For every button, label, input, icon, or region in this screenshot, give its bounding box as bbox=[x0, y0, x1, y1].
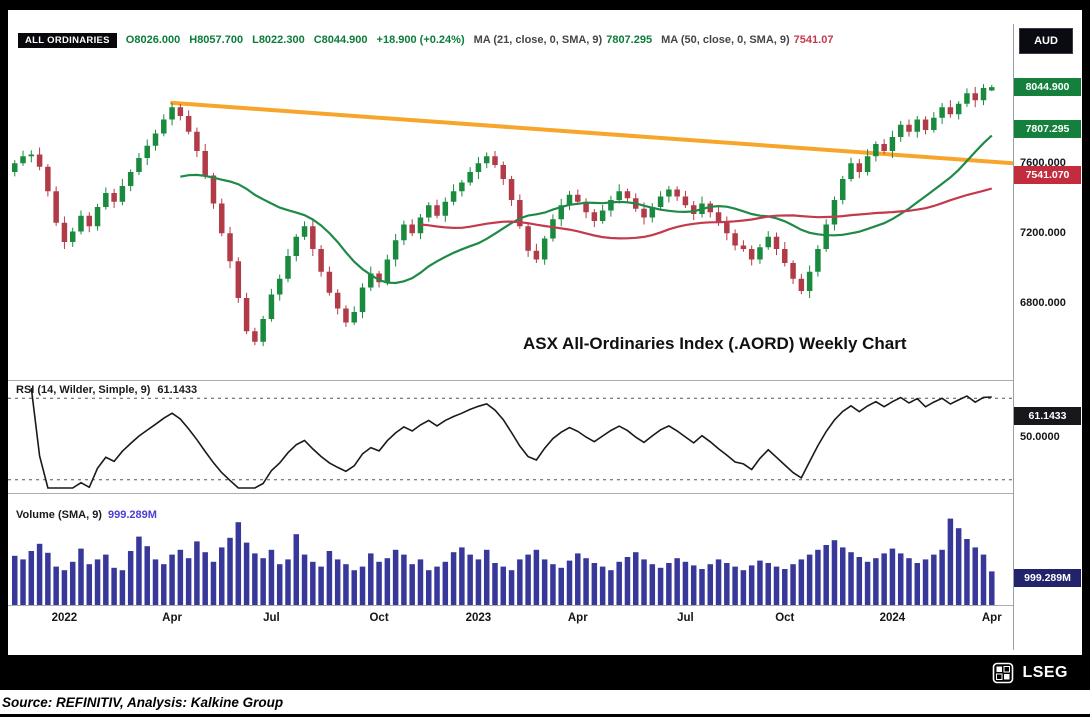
ma21-value: 7807.295 bbox=[606, 34, 653, 46]
x-axis-label: Apr bbox=[162, 612, 182, 624]
price-pane-chart[interactable] bbox=[8, 10, 1013, 380]
x-axis-label: Oct bbox=[775, 612, 795, 624]
lseg-logo-text: LSEG bbox=[1022, 663, 1068, 681]
ohlc-high: H8057.700 bbox=[189, 34, 243, 46]
ohlc-high-key: H bbox=[189, 34, 198, 46]
pane-separator bbox=[8, 605, 1013, 606]
x-axis: 2022 Apr Jul Oct 2023 Apr Jul Oct 2024 Apr bbox=[8, 610, 1013, 632]
ohlc-open: O8026.000 bbox=[126, 34, 180, 46]
lseg-logo-icon bbox=[993, 662, 1014, 683]
x-axis-label: 2024 bbox=[879, 612, 906, 624]
ohlc-close-key: C bbox=[313, 34, 322, 46]
price-scale-separator bbox=[1013, 24, 1014, 650]
x-axis-label: 2023 bbox=[465, 612, 492, 624]
volume-pane-chart[interactable] bbox=[8, 493, 1013, 605]
ohlc-low-value: 8022.300 bbox=[258, 34, 305, 46]
rsi-legend: RSI (14, Wilder, Simple, 9) 61.1433 bbox=[16, 384, 197, 396]
rsi-tick-50: 50.0000 bbox=[1020, 431, 1060, 443]
ma21-price-badge: 7807.295 bbox=[1014, 120, 1081, 138]
volume-label: Volume (SMA, 9) bbox=[16, 509, 102, 521]
ohlc-close-value: 8044.900 bbox=[321, 34, 368, 46]
x-axis-label: Apr bbox=[981, 612, 1002, 624]
rsi-pane-chart[interactable] bbox=[8, 380, 1013, 493]
ma50-legend: MA (50, close, 0, SMA, 9) 7541.07 bbox=[661, 34, 833, 46]
last-price-badge: 8044.900 bbox=[1014, 78, 1081, 96]
rsi-value-badge: 61.1433 bbox=[1014, 407, 1081, 425]
instrument-name: ALL ORDINARIES bbox=[18, 32, 117, 48]
x-axis-label: Oct bbox=[369, 612, 389, 624]
volume-value: 999.289M bbox=[107, 509, 157, 521]
ohlc-low-key: L bbox=[252, 34, 259, 46]
ohlc-close: C8044.900 bbox=[314, 34, 368, 46]
chart-window: ALL ORDINARIES O8026.000 H8057.700 L8022… bbox=[8, 10, 1082, 690]
currency-badge: AUD bbox=[1019, 28, 1073, 54]
rsi-label: RSI (14, Wilder, Simple, 9) bbox=[16, 384, 151, 396]
change-value: +18.900 (+0.24%) bbox=[376, 34, 465, 46]
ohlc-open-value: 8026.000 bbox=[134, 34, 181, 46]
x-axis-label: Apr bbox=[567, 612, 588, 624]
chart-annotation: ASX All-Ordinaries Index (.AORD) Weekly … bbox=[523, 334, 907, 353]
rsi-value: 61.1433 bbox=[157, 384, 198, 396]
x-axis-label: Jul bbox=[263, 612, 280, 624]
pane-separator bbox=[8, 493, 1013, 494]
ohlc-low: L8022.300 bbox=[252, 34, 305, 46]
volume-legend: Volume (SMA, 9) 999.289M bbox=[16, 509, 157, 521]
chart-legend: ALL ORDINARIES O8026.000 H8057.700 L8022… bbox=[18, 32, 833, 48]
source-strip: Source: REFINITIV, Analysis: Kalkine Gro… bbox=[0, 690, 1090, 714]
volume-value-badge: 999.289M bbox=[1014, 569, 1081, 587]
source-caption: Source: REFINITIV, Analysis: Kalkine Gro… bbox=[2, 694, 284, 710]
price-tick-6800: 6800.000 bbox=[1020, 297, 1066, 309]
ma50-price-badge: 7541.070 bbox=[1014, 166, 1081, 184]
ma21-legend: MA (21, close, 0, SMA, 9) 7807.295 bbox=[474, 34, 652, 46]
ohlc-high-value: 8057.700 bbox=[197, 34, 244, 46]
ma21-label: MA (21, close, 0, SMA, 9) bbox=[473, 34, 603, 46]
pane-separator bbox=[8, 380, 1013, 381]
x-axis-label: Jul bbox=[677, 612, 694, 624]
ohlc-open-key: O bbox=[125, 34, 135, 46]
ma50-value: 7541.07 bbox=[793, 34, 834, 46]
x-axis-label: 2022 bbox=[51, 612, 78, 624]
ma50-label: MA (50, close, 0, SMA, 9) bbox=[661, 34, 790, 46]
price-tick-7200: 7200.000 bbox=[1020, 227, 1066, 239]
lseg-bar: LSEG bbox=[8, 655, 1082, 690]
